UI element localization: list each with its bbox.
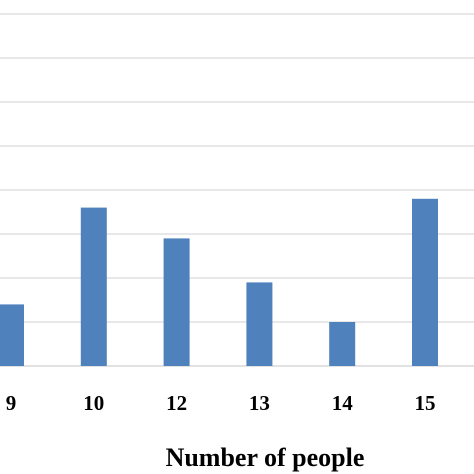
x-axis-title: Number of people: [166, 443, 365, 472]
bar-10: [80, 207, 107, 366]
gridlines: [0, 13, 474, 367]
x-tick-label: 12: [166, 391, 187, 415]
x-tick-label: 14: [332, 391, 354, 415]
bar-14: [329, 322, 356, 366]
bar-15: [412, 198, 438, 366]
x-tick-label: 15: [415, 391, 436, 415]
bar-13: [246, 282, 273, 366]
bar-series: [0, 198, 438, 366]
x-tick-label: 13: [249, 391, 270, 415]
x-tick-label: 9: [6, 391, 17, 415]
bar-12: [163, 238, 190, 366]
x-tick-label: 10: [83, 391, 104, 415]
x-tick-labels: 9 10 12 13 14 15: [6, 391, 436, 415]
bar-9: [0, 304, 24, 366]
